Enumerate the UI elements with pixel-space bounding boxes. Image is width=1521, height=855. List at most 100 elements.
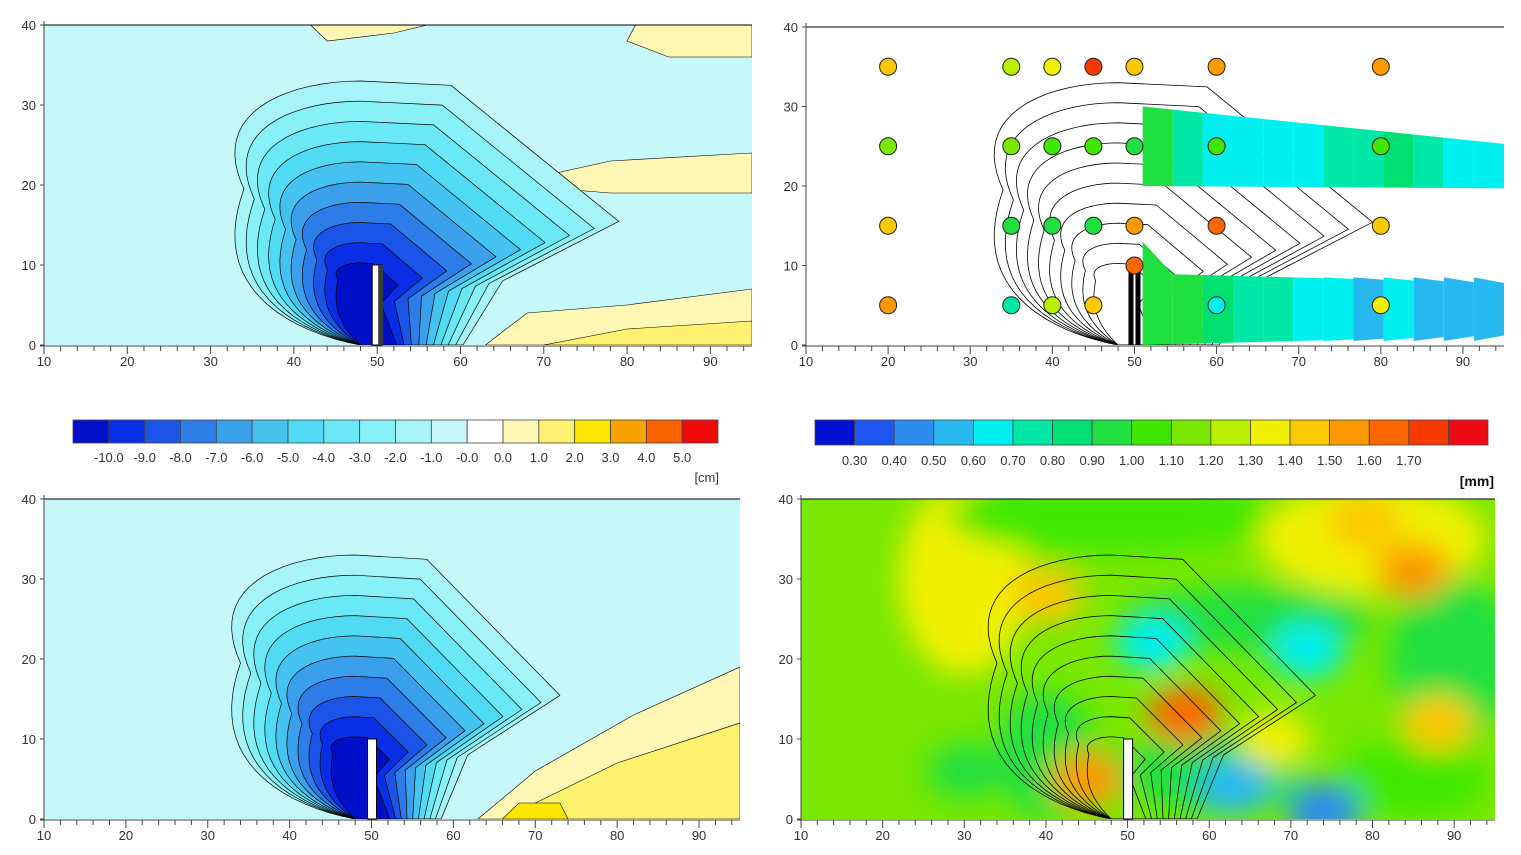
colorbar-swatch <box>1131 419 1172 446</box>
contour-band <box>1064 696 1184 819</box>
grain-band-segment <box>1383 277 1414 342</box>
colorbar-swatch <box>645 419 683 444</box>
grain-zone <box>1339 739 1487 819</box>
colorbar-swatch <box>430 419 468 444</box>
x-tick-label: 40 <box>1045 354 1059 369</box>
x-tick-label: 70 <box>1284 828 1298 843</box>
grain-field <box>801 499 1495 819</box>
contour-band <box>1071 222 1204 345</box>
colorbar-unit: [mm] <box>1460 473 1494 489</box>
sample-point <box>1371 57 1390 76</box>
x-tick-label: 30 <box>203 354 217 369</box>
structure-wall <box>1128 265 1134 345</box>
colorbar-label: 1.00 <box>1119 453 1144 468</box>
grain-zone <box>1009 567 1083 623</box>
colorbar-swatch <box>1448 419 1489 446</box>
grain-band-segment <box>1142 241 1173 345</box>
colorbar-swatch <box>1368 419 1410 446</box>
colorbar-label: 0.40 <box>882 453 907 468</box>
grain-band-segment <box>1353 277 1384 342</box>
colorbar-swatch <box>466 419 504 444</box>
sample-point <box>1125 137 1144 156</box>
grain-field-blobs <box>898 499 1495 819</box>
colorbar-swatch <box>1250 419 1291 446</box>
contour-band <box>1042 655 1222 819</box>
deposition-zone <box>310 25 429 42</box>
contour-band <box>1060 202 1228 345</box>
colorbar-depth: -10.0 -9.0 -8.0 -7.0 -6.0 -5.0 -4.0 -3.0 -2.0 -1.… <box>72 419 719 485</box>
x-tick-label: 40 <box>1039 828 1053 843</box>
x-tick-label: 50 <box>1127 354 1141 369</box>
sample-point <box>1084 296 1103 315</box>
colorbar-swatch <box>287 419 325 444</box>
colorbar-grain: 0.30 0.40 0.50 0.60 0.70 0.80 0.90 1.00 1.10 1.20… <box>814 419 1494 489</box>
colorbar-swatch <box>395 419 432 444</box>
y-tick-label: 20 <box>22 178 36 193</box>
sample-point <box>879 137 898 156</box>
x-tick-label: 50 <box>364 828 378 843</box>
colorbar-swatch <box>1052 419 1093 446</box>
sample-point <box>1043 57 1062 76</box>
deposition-zone <box>543 320 752 345</box>
y-tick-label: 0 <box>791 338 798 353</box>
grain-band-segment <box>1172 274 1203 345</box>
grain-band-segment <box>1413 277 1444 342</box>
contour-band <box>1038 162 1277 345</box>
grain-band-segment <box>1323 277 1354 342</box>
y-tick-label: 40 <box>784 20 798 35</box>
x-tick-label: 20 <box>120 354 134 369</box>
contour-layer <box>44 25 752 345</box>
x-tick-label: 60 <box>453 354 467 369</box>
grain-zone <box>1050 751 1124 807</box>
colorbar-swatch <box>574 419 611 444</box>
colorbar-swatch <box>972 419 1014 446</box>
x-tick-label: 30 <box>201 828 215 843</box>
y-tick-label: 10 <box>22 258 36 273</box>
x-tick-label: 80 <box>610 828 624 843</box>
sample-point <box>1207 57 1226 76</box>
colorbar-swatch <box>1091 419 1133 446</box>
deposition-zone <box>626 25 752 58</box>
colorbar-swatch <box>538 419 576 444</box>
colorbar-label: -0.0 <box>456 450 478 465</box>
colorbar-label: -7.0 <box>205 450 227 465</box>
grain-band-segment <box>1233 275 1264 343</box>
colorbar-label: -9.0 <box>133 450 155 465</box>
x-tick-label: 30 <box>963 354 977 369</box>
y-tick-label: 30 <box>22 98 36 113</box>
colorbar-swatch <box>72 419 110 444</box>
grain-band-segment <box>1443 277 1474 342</box>
colorbar-label: 4.0 <box>637 450 655 465</box>
grain-zone <box>1376 543 1451 599</box>
y-tick-label: 30 <box>22 572 36 587</box>
colorbar-label: 0.80 <box>1040 453 1065 468</box>
colorbar-swatch <box>180 419 217 444</box>
colorbar-swatch <box>359 419 396 444</box>
colorbar-label: 1.70 <box>1396 453 1421 468</box>
colorbar-label: -1.0 <box>420 450 442 465</box>
grain-band-segment <box>1443 137 1474 189</box>
y-tick-label: 0 <box>786 812 793 827</box>
colorbar-label: 0.90 <box>1079 453 1104 468</box>
colorbar-swatch <box>1210 419 1251 446</box>
x-tick-label: 70 <box>528 828 542 843</box>
y-tick-label: 20 <box>784 179 798 194</box>
grain-zone <box>1237 711 1312 767</box>
sample-point <box>1002 216 1021 235</box>
colorbar-label: 3.0 <box>601 450 619 465</box>
x-tick-label: 80 <box>1365 828 1379 843</box>
sample-point <box>1125 256 1144 275</box>
sample-point <box>1002 57 1021 76</box>
x-tick-label: 80 <box>620 354 634 369</box>
colorbar-swatch <box>144 419 181 444</box>
y-tick-label: 10 <box>779 732 793 747</box>
x-tick-label: 60 <box>1209 354 1223 369</box>
contour-layer <box>44 499 740 819</box>
sample-point <box>879 216 898 235</box>
grain-band-segment <box>1233 115 1264 187</box>
x-tick-label: 20 <box>881 354 895 369</box>
x-tick-label: 10 <box>37 828 51 843</box>
